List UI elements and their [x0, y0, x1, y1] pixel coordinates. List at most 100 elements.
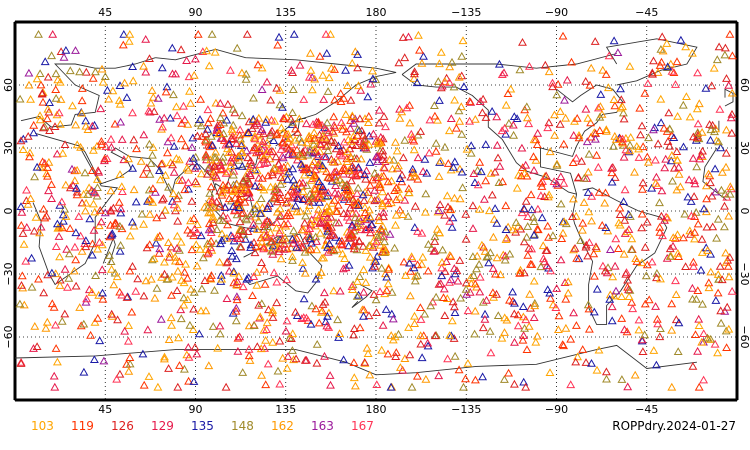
observation-triangle: [434, 96, 444, 104]
observation-triangle: [179, 300, 189, 309]
observation-triangle: [47, 51, 57, 60]
observation-triangle: [261, 117, 271, 126]
observation-triangle: [492, 112, 502, 121]
observation-triangle: [31, 212, 41, 221]
observation-triangle: [705, 120, 715, 128]
longitude-ticks-top: 45 90 135 180 −135 −90 −45: [98, 6, 658, 19]
observation-triangle: [651, 178, 661, 187]
observation-triangle: [146, 98, 156, 107]
observation-triangle: [254, 216, 264, 225]
observation-triangle: [445, 250, 455, 259]
observation-triangle: [296, 159, 306, 168]
observation-triangle: [166, 133, 176, 142]
observation-triangle: [497, 333, 507, 342]
observation-triangle: [333, 200, 343, 209]
observation-triangle: [712, 55, 722, 64]
observation-triangle: [45, 98, 54, 106]
observation-triangle: [372, 157, 382, 165]
coastline-segment: [540, 84, 624, 195]
observation-triangle: [183, 273, 192, 282]
observation-triangle: [593, 162, 603, 171]
observation-triangle: [289, 355, 299, 364]
observation-triangle: [279, 219, 289, 228]
observation-triangle: [272, 83, 282, 92]
observation-triangle: [227, 251, 237, 260]
observation-triangle: [537, 182, 547, 190]
observation-triangle: [352, 245, 362, 254]
observation-triangle: [516, 171, 526, 180]
observation-triangle: [434, 59, 444, 68]
observation-triangle: [210, 285, 219, 294]
observation-triangle: [400, 354, 410, 362]
observation-triangle: [665, 124, 675, 133]
observation-triangle: [64, 249, 74, 258]
observation-triangle: [219, 129, 229, 138]
observation-triangle: [597, 220, 607, 229]
observation-triangle: [721, 248, 731, 257]
observation-triangle: [47, 268, 57, 277]
observation-triangle: [169, 200, 179, 209]
observation-triangle: [402, 103, 412, 112]
observation-triangle: [196, 306, 206, 315]
observation-triangle: [410, 223, 420, 231]
observation-triangle: [156, 314, 166, 323]
observation-triangle: [637, 336, 647, 345]
observation-triangle: [307, 191, 317, 200]
observation-triangle: [440, 311, 450, 319]
observation-triangle: [43, 163, 53, 171]
observation-triangle: [275, 379, 285, 388]
observation-triangle: [244, 351, 254, 360]
observation-triangle: [618, 102, 627, 111]
observation-triangle: [310, 216, 320, 225]
observation-triangle: [550, 110, 559, 119]
observation-triangle: [42, 317, 52, 326]
observation-triangle: [282, 211, 292, 220]
observation-triangle: [192, 261, 202, 270]
observation-triangle: [55, 119, 65, 128]
observation-triangle: [521, 382, 531, 391]
observation-triangle: [552, 179, 562, 188]
observation-triangle: [683, 192, 693, 201]
observation-triangle: [32, 162, 42, 171]
observation-triangle: [693, 346, 703, 355]
observation-triangle: [520, 168, 529, 177]
observation-triangle: [435, 228, 444, 237]
observation-triangle: [128, 261, 137, 270]
observation-triangle: [172, 286, 182, 294]
observation-triangle: [662, 127, 672, 135]
observation-triangle: [455, 194, 465, 203]
observation-triangle: [100, 72, 110, 80]
observation-triangle: [292, 242, 302, 251]
observation-triangle: [355, 114, 365, 123]
observation-triangle: [203, 249, 213, 258]
observation-triangle: [192, 349, 202, 358]
observation-triangle: [665, 141, 675, 150]
observation-triangle: [242, 274, 252, 283]
observation-triangle: [420, 207, 430, 216]
observation-triangle: [217, 274, 227, 283]
observation-triangle: [223, 213, 232, 222]
observation-triangle: [648, 69, 657, 78]
observation-triangle: [372, 251, 382, 260]
observation-triangle: [51, 85, 61, 93]
observation-triangle: [35, 111, 45, 120]
observation-triangle: [159, 113, 169, 122]
observation-triangle: [310, 74, 320, 83]
observation-triangle: [461, 374, 470, 383]
observation-triangle: [71, 255, 81, 264]
observation-triangle: [312, 245, 322, 254]
observation-triangle: [323, 128, 333, 137]
observation-triangle: [685, 112, 695, 121]
lon-tick-bottom: −135: [451, 403, 481, 416]
observation-triangle: [60, 309, 70, 318]
observation-triangle: [300, 165, 310, 174]
observation-triangle: [665, 244, 675, 253]
observation-triangle: [360, 135, 370, 144]
observation-triangle: [544, 67, 554, 76]
observation-triangle: [368, 175, 377, 184]
observation-triangle: [252, 200, 262, 209]
observation-triangle: [124, 366, 134, 375]
observation-triangle: [172, 231, 182, 240]
observation-triangle: [233, 234, 242, 242]
observation-triangle: [706, 125, 716, 134]
